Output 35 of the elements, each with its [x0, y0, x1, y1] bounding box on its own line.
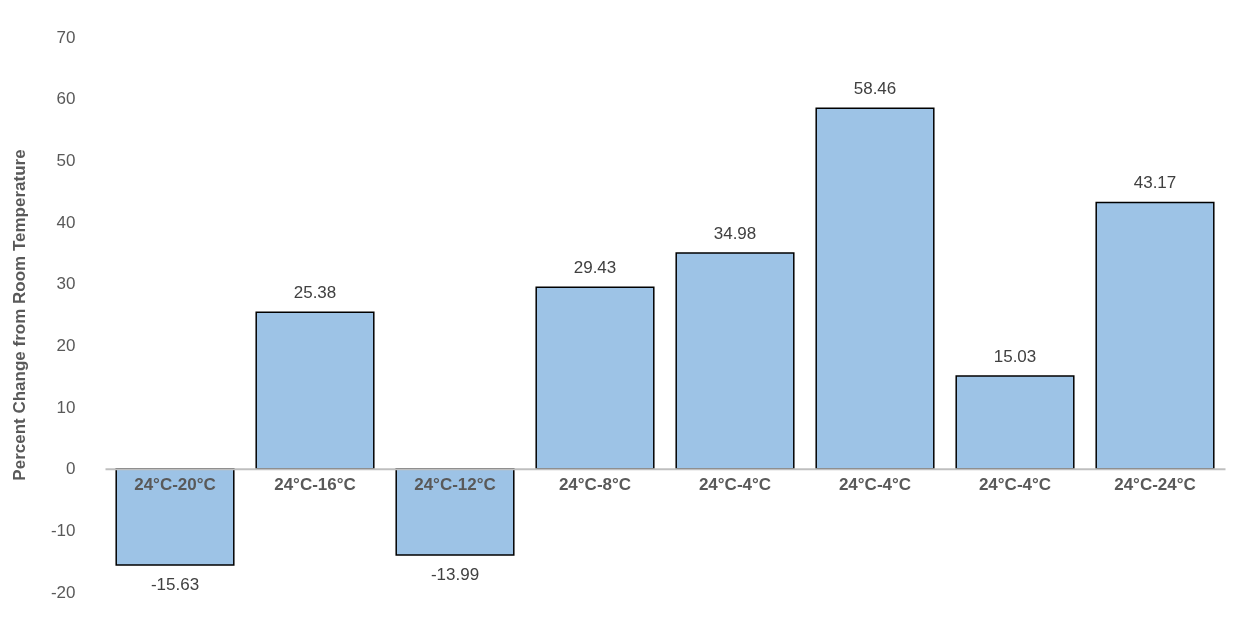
x-tick-label: 24°C-4°C — [838, 475, 912, 495]
y-axis-title: Percent Change from Room Temperature — [9, 149, 29, 481]
bar — [255, 311, 375, 470]
data-label: 34.98 — [713, 223, 757, 243]
data-label: 15.03 — [993, 346, 1037, 366]
data-label: 43.17 — [1133, 173, 1177, 193]
x-tick-label: 24°C-8°C — [558, 475, 632, 495]
y-tick-label: -10 — [50, 520, 76, 540]
x-tick-label: 24°C-12°C — [414, 475, 496, 495]
x-tick-label: 24°C-16°C — [274, 475, 356, 495]
y-tick-label: 50 — [56, 150, 76, 170]
x-tick-label: 24°C-4°C — [698, 475, 772, 495]
y-tick-label: -20 — [50, 582, 76, 602]
y-tick-label: 0 — [66, 459, 76, 479]
bar — [675, 252, 795, 470]
bar — [115, 467, 235, 566]
y-tick-label: 60 — [56, 89, 76, 109]
bar — [1095, 201, 1215, 470]
y-tick-label: 40 — [56, 212, 76, 232]
data-label: -15.63 — [150, 575, 200, 595]
data-label: 25.38 — [293, 283, 337, 303]
y-tick-label: 30 — [56, 274, 76, 294]
data-label: 29.43 — [573, 258, 617, 278]
y-tick-label: 70 — [56, 27, 76, 47]
x-tick-label: 24°C-4°C — [978, 475, 1052, 495]
bar — [395, 467, 515, 556]
bar — [535, 286, 655, 470]
y-tick-label: 20 — [56, 335, 76, 355]
data-label: -13.99 — [430, 564, 480, 584]
bar — [955, 375, 1075, 470]
data-label: 58.46 — [853, 79, 897, 99]
x-tick-label: 24°C-20°C — [134, 475, 216, 495]
bar — [815, 107, 935, 470]
x-tick-label: 24°C-24°C — [1114, 475, 1196, 495]
y-tick-label: 10 — [56, 397, 76, 417]
